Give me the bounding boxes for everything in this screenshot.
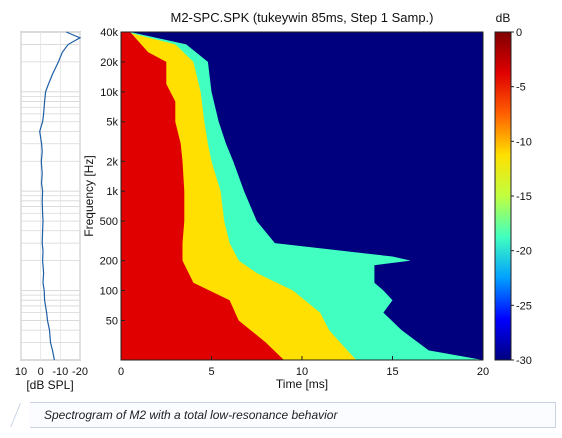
colorbar-tick-label: -10: [516, 136, 532, 148]
frequency-tick-label: 10k: [100, 87, 118, 99]
colorbar-tick-label: -5: [516, 82, 526, 94]
colorbar-tick-label: -25: [516, 300, 532, 312]
time-tick-label: 10: [296, 366, 308, 378]
colorbar-tick-label: -15: [516, 191, 532, 203]
response-x-tick-label: 10: [15, 366, 27, 378]
colorbar-tick-label: 0: [516, 27, 522, 39]
figure-caption: Spectrogram of M2 with a total low-reson…: [44, 408, 338, 422]
frequency-tick-label: 100: [100, 286, 118, 298]
response-grid: [20, 31, 81, 361]
response-x-tick-label: -20: [72, 366, 88, 378]
time-axis-label: Time [ms]: [276, 377, 328, 391]
spectrogram-panel: M2-SPC.SPK (tukeywin 85ms, Step 1 Samp.)…: [82, 10, 489, 391]
chart-title: M2-SPC.SPK (tukeywin 85ms, Step 1 Samp.): [171, 10, 434, 25]
response-x-label: [dB SPL]: [26, 378, 73, 392]
colorbar-label: dB: [496, 11, 511, 25]
colorbar-ticks: 0 -5 -10 -15 -20 -25 -30: [511, 27, 532, 367]
frequency-tick-label: 200: [100, 256, 118, 268]
frequency-tick-label: 40k: [100, 27, 118, 39]
response-panel: 10 0 -10 -20 [dB SPL]: [15, 31, 88, 392]
frequency-tick-label: 20k: [100, 57, 118, 69]
decay-layers: [121, 32, 483, 360]
time-tick-label: 5: [208, 366, 214, 378]
response-x-tick-label: 0: [38, 366, 44, 378]
response-x-tick-label: -10: [52, 366, 68, 378]
colorbar-tick-label: -30: [516, 355, 532, 367]
colorbar-tick-label: -20: [516, 246, 532, 258]
colorbar-bar: [494, 31, 512, 361]
colorbar: dB 0 -5 -10 -15 -20 -25 -30: [494, 11, 532, 367]
frequency-axis-label: Frequency [Hz]: [82, 155, 96, 236]
frequency-tick-label: 2k: [106, 156, 118, 168]
caption-box: Spectrogram of M2 with a total low-reson…: [30, 402, 556, 428]
frequency-tick-label: 500: [100, 216, 118, 228]
time-tick-label: 0: [118, 366, 124, 378]
frequency-tick-label: 5k: [106, 117, 118, 129]
frequency-tick-label: 1k: [106, 186, 118, 198]
frequency-tick-label: 50: [106, 315, 118, 327]
time-tick-label: 15: [386, 366, 398, 378]
time-ticks: 0 5 10 15 20: [118, 356, 489, 378]
decay-region: [121, 32, 284, 360]
time-tick-label: 20: [477, 366, 489, 378]
response-curve: [39, 31, 82, 361]
frequency-ticks: 40k 20k 10k 5k 2k 1k 500 200 100 50: [100, 27, 125, 327]
response-x-ticks: 10 0 -10 -20: [15, 366, 88, 378]
